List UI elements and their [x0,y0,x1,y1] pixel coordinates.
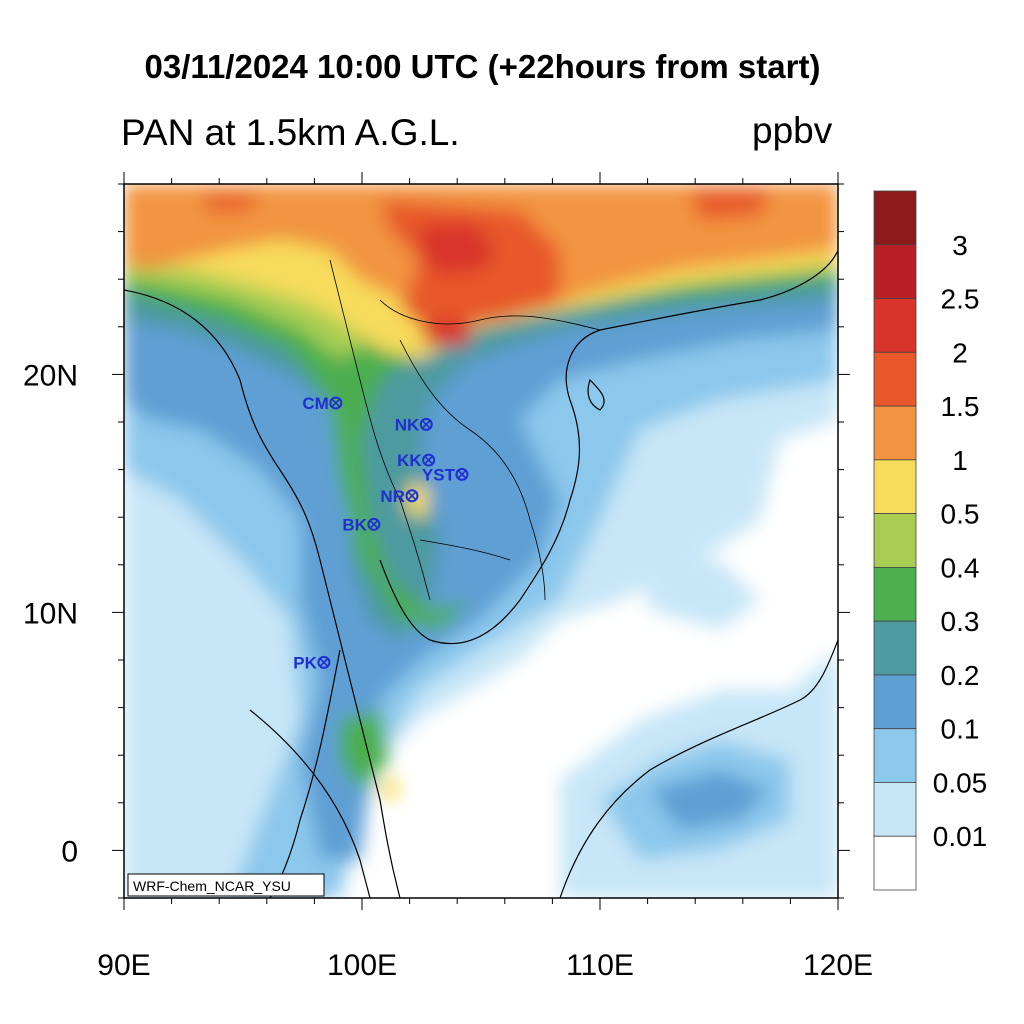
station-nk: NK [395,415,433,434]
colorbar-label: 2 [952,337,968,368]
colorbar-swatch [873,405,917,461]
concentration-field [124,184,838,898]
colorbar-label: 1 [952,445,968,476]
east-ocean-0.01-patch [640,560,760,630]
station-cross [457,469,467,479]
colorbar-swatch [873,513,917,568]
colorbar-label: 2.5 [941,284,980,315]
level-2-region [420,222,495,275]
y-tick-label: 10N [23,597,78,630]
level-1.5-patch-ne [690,190,770,220]
colorbar-swatch [873,190,917,246]
station-label: KK [397,451,422,470]
colorbar-label: 1.5 [941,391,980,422]
colorbar-label: 0.1 [941,714,980,745]
level-0.3-region [124,240,838,630]
colorbar-swatch [873,459,917,515]
station-marker-icon [405,489,419,503]
yellow-patch-south [380,778,398,800]
colorbar-label: 0.05 [933,767,988,798]
colorbar-swatch [873,674,917,730]
y-tick-label: 0 [61,835,78,868]
x-tick-label: 110E [566,949,634,982]
axis-ticks [112,172,850,910]
x-tick-label: 100E [327,949,397,982]
units-label: ppbv [752,110,833,151]
colorbar-swatch [873,566,917,622]
x-axis-labels: 90E 100E 110E 120E [97,949,873,982]
y-axis-labels: 20N 10N 0 [23,359,78,868]
colorbar-swatch [873,351,917,407]
colorbar-legend: 3 2.5 2 1.5 1 0.5 0.4 0.3 0.2 0.1 0.05 0.01 [873,190,988,891]
colorbar-swatch [873,620,917,676]
station-pk: PK [293,653,331,672]
watermark-label: WRF-Chem_NCAR_YSU [133,878,291,894]
level-2-patch-south [420,320,470,345]
colorbar-swatch [873,244,917,299]
x-tick-label: 120E [803,949,873,982]
station-marker-icon [422,453,436,467]
colorbar-label: 3 [952,230,968,261]
borneo-0.1-region [650,770,770,830]
coastlines [124,249,838,898]
watermark-box [127,873,325,897]
station-marker-icon [419,417,433,431]
level-0.1-region [124,270,838,860]
station-cross [421,419,431,429]
colorbar-label: 0.01 [933,821,988,852]
station-cross [319,657,329,667]
station-label: PK [293,653,317,672]
colorbar-swatch [873,782,917,837]
station-marker-icon [367,517,381,531]
variable-subtitle: PAN at 1.5km A.G.L. [121,112,460,153]
station-label: NR [380,487,405,506]
station-label: BK [342,515,367,534]
station-cross [407,491,417,501]
station-label: NK [395,415,420,434]
y-tick-label: 20N [23,359,78,392]
colorbar-swatch [873,298,917,353]
colorbar-label: 0.4 [941,552,980,583]
colorbar-swatch [873,728,917,783]
station-nr: NR [380,487,419,506]
colorbar-label: 0.2 [941,660,980,691]
station-bk: BK [342,515,381,534]
station-marker-icon [329,396,343,410]
peninsula-0.3-patch [340,710,390,790]
station-cross [331,398,341,408]
level-1.5-patch-nw [200,195,260,212]
station-label: CM [302,394,328,413]
country-borders [329,259,601,601]
colorbar-swatch [873,835,917,891]
colorbar-label: 0.5 [941,499,980,530]
station-yst: YST [422,465,469,484]
station-marker-icon [455,467,469,481]
station-marker-icon [317,655,331,669]
station-cross [369,519,379,529]
x-tick-label: 90E [97,949,150,982]
station-cm: CM [302,394,343,413]
colorbar-label: 0.3 [941,606,980,637]
station-cross [424,455,434,465]
station-kk: KK [397,451,436,470]
chart-title: 03/11/2024 10:00 UTC (+22hours from star… [144,48,821,85]
station-label: YST [422,465,456,484]
map-frame [123,183,839,899]
